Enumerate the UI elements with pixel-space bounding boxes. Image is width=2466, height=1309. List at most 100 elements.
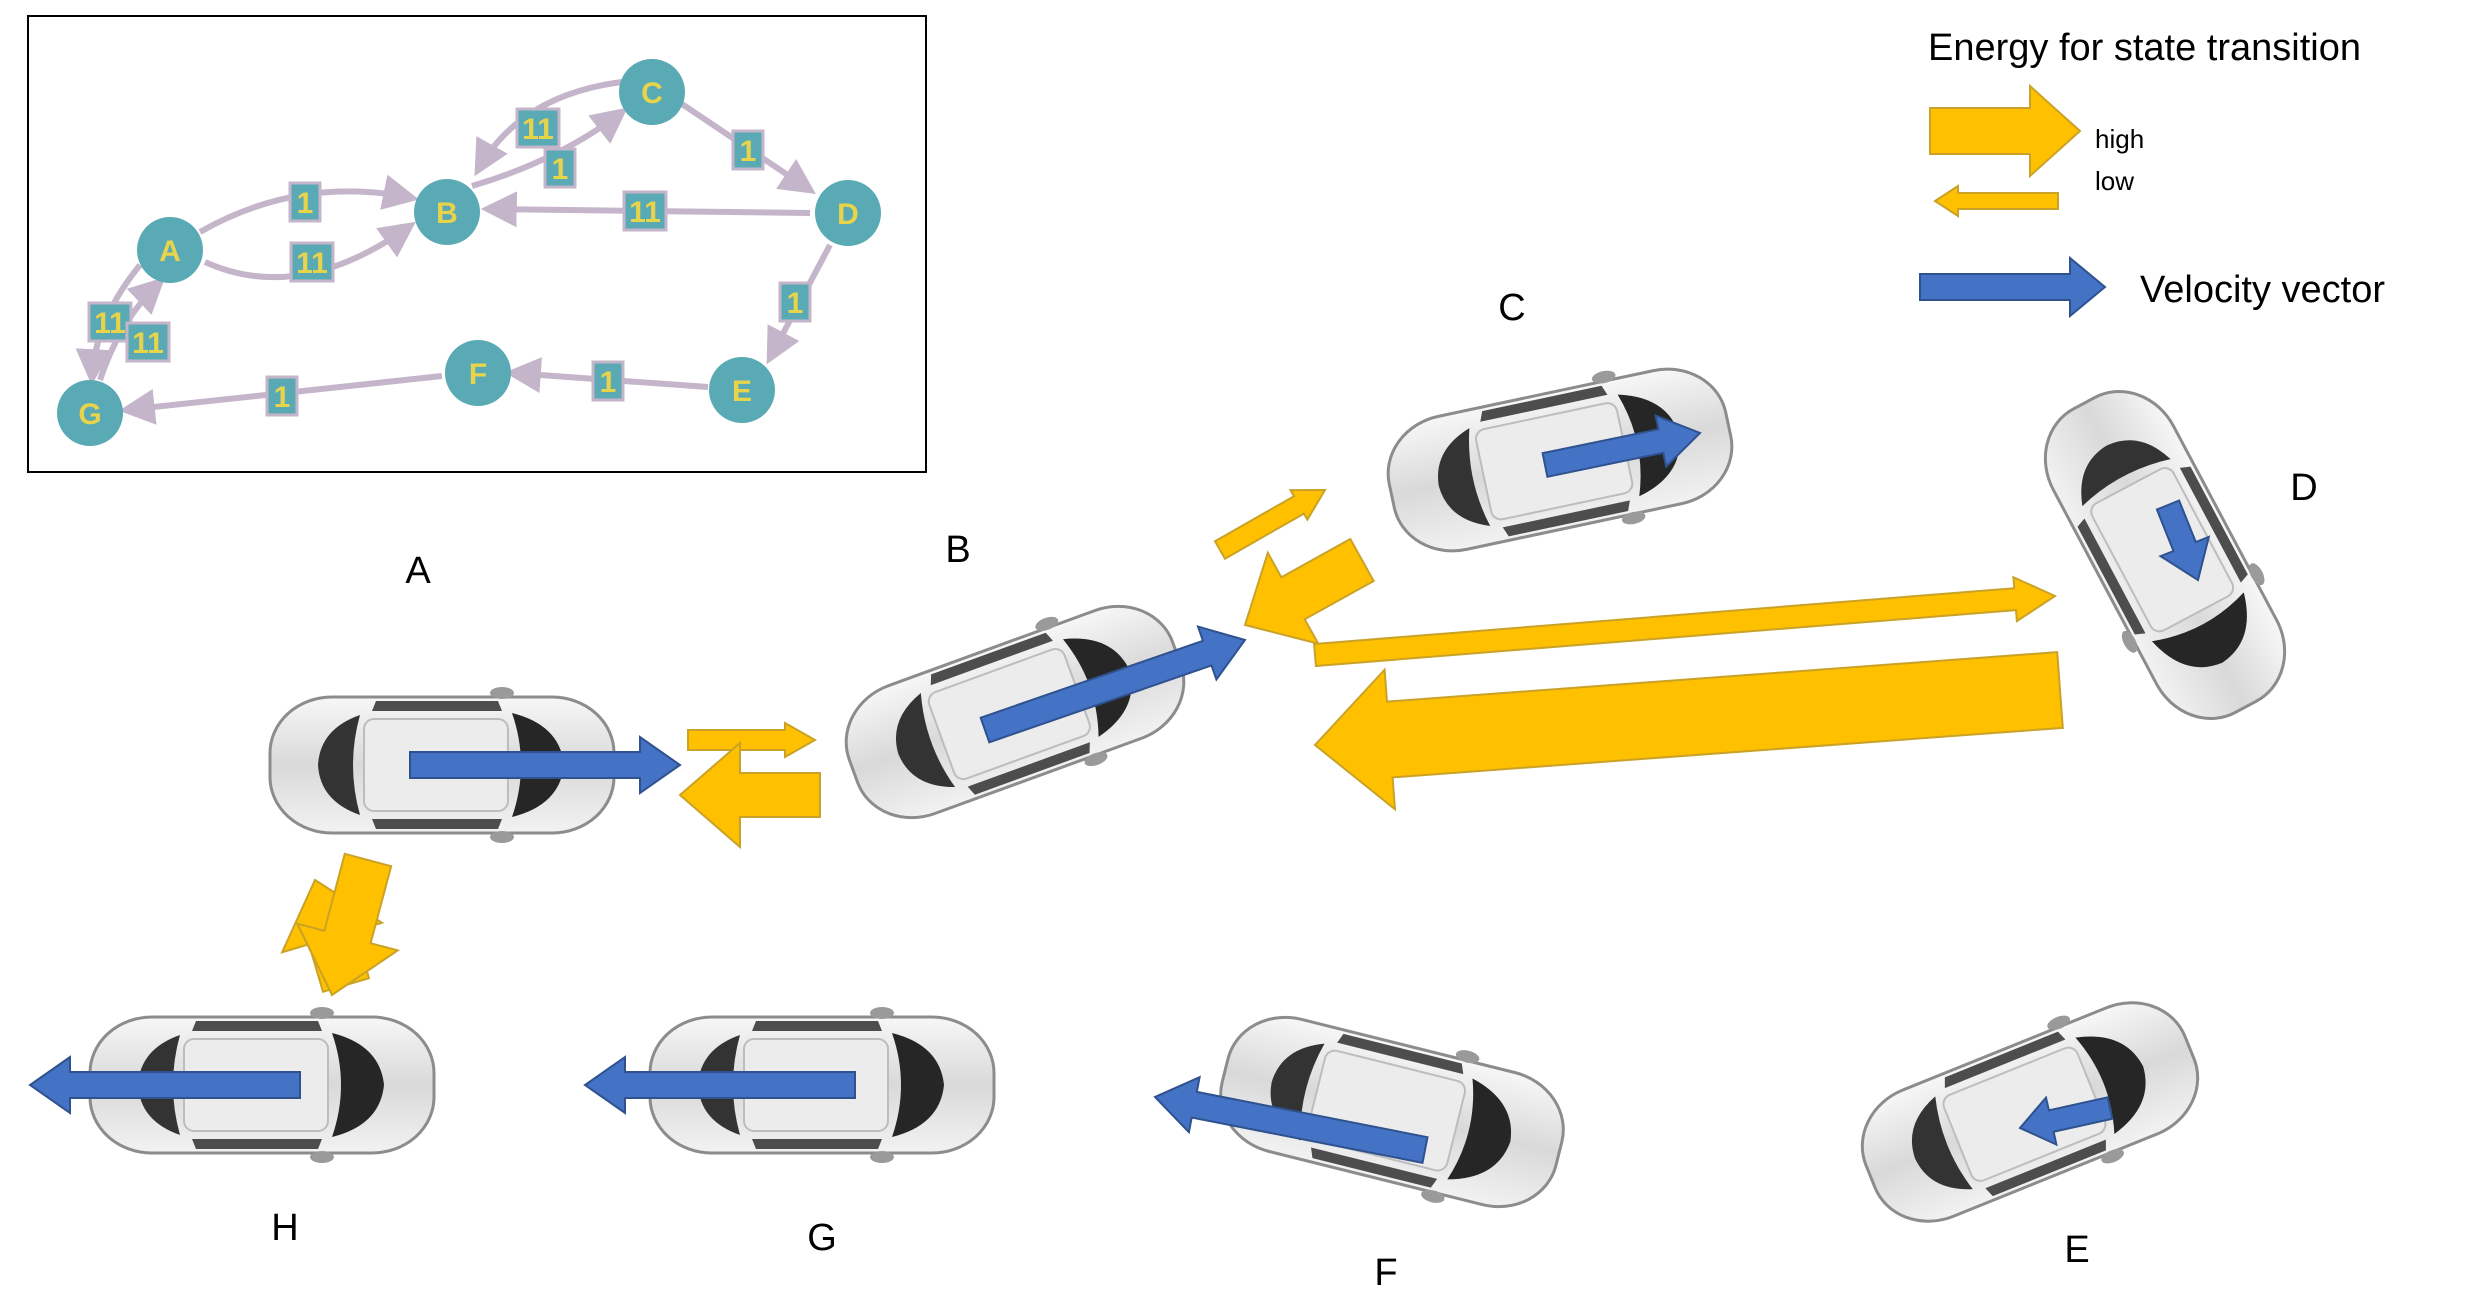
velocity-vector-a: [409, 735, 682, 795]
edge-weight-badge: 1: [591, 360, 625, 402]
car-side-window: [1311, 1147, 1438, 1188]
velocity-vector-c: [1541, 413, 1702, 478]
car-side-window: [1480, 385, 1608, 422]
car-rear-window: [318, 715, 360, 815]
graph-node-label: B: [436, 197, 458, 230]
legend-low-label: low: [2095, 166, 2134, 196]
graph-node-f: F: [445, 340, 511, 406]
velocity-vector-e: [2018, 1095, 2114, 1147]
edge-weight-badge: 1: [731, 129, 765, 171]
car-windshield: [2151, 592, 2247, 668]
graph-node-b: B: [414, 179, 480, 245]
car-mirror: [2121, 630, 2138, 653]
car-label-h: H: [271, 1207, 298, 1249]
graph-node-label: F: [469, 358, 487, 391]
car-mirror: [1035, 616, 1059, 631]
legend: Energy for state transition high low Vel…: [1919, 27, 2385, 319]
graph-node-label: C: [641, 77, 663, 110]
car-windshield: [1447, 1078, 1512, 1180]
energy-arrow-a-to-b-icon: [687, 721, 818, 759]
velocity-vector-g: [583, 1055, 856, 1115]
velocity-arrow-icon: [979, 625, 1247, 744]
legend-high-energy-arrow-icon: [1929, 83, 2082, 179]
car-label-c: C: [1498, 287, 1525, 329]
legend-high-label: high: [2095, 124, 2144, 154]
car-mirror: [490, 687, 514, 699]
velocity-arrow-icon: [1541, 413, 1702, 478]
energy-arrow-c-to-b-icon: [1243, 537, 1376, 646]
edge-weight-label: 1: [552, 153, 569, 186]
graph-node-e: E: [709, 357, 775, 423]
car-labels: A B C D E F G H: [271, 287, 2317, 1294]
car-windshield: [2075, 1036, 2146, 1134]
graph-node-label: A: [159, 235, 181, 268]
car-side-window: [930, 632, 1053, 686]
car-rear-window: [1437, 428, 1491, 526]
energy-arrow-b-to-c-icon: [1213, 488, 1327, 561]
edge-weight-badge: 11: [289, 241, 335, 283]
graph-node-label: D: [837, 198, 859, 231]
energy-arrow-d-to-b-icon: [1313, 651, 2064, 812]
edge-weight-label: 11: [296, 247, 328, 280]
edge-weight-badge: 11: [515, 107, 561, 149]
car-side-window: [967, 742, 1090, 795]
car-side-window: [752, 1139, 882, 1149]
edge-weight-label: 1: [787, 287, 804, 320]
energy-arrow-b-to-d-icon: [1313, 575, 2058, 668]
car-side-window: [752, 1021, 882, 1031]
car-mirror: [2047, 1015, 2071, 1030]
graph-nodes: A B C D E F G: [57, 59, 881, 446]
edge-weight-badge: 1: [778, 281, 812, 323]
edge-weight-badge: 1: [543, 147, 577, 189]
velocity-vector-b: [979, 625, 1247, 744]
edge-weight-label: 1: [740, 135, 757, 168]
car-side-window: [1337, 1033, 1464, 1075]
car-side-window: [1502, 500, 1630, 537]
edge-weight-badge: 11: [87, 301, 133, 343]
energy-arrow-b-to-a-icon: [678, 740, 821, 850]
car-mirror: [1621, 511, 1646, 525]
car-mirror: [2101, 1149, 2124, 1164]
graph-node-d: D: [815, 180, 881, 246]
edge-weight-label: 11: [629, 196, 661, 229]
velocity-arrow-icon: [2018, 1095, 2114, 1147]
car-mirror: [310, 1151, 334, 1163]
car-mirror: [870, 1151, 894, 1163]
car-side-window: [2077, 518, 2146, 635]
car-label-f: F: [1374, 1252, 1397, 1294]
car-side-window: [372, 701, 502, 711]
car-rear-window: [2081, 440, 2171, 507]
car-label-d: D: [2290, 467, 2317, 509]
car-side-window: [2179, 466, 2248, 583]
edge-weight-label: 11: [132, 327, 164, 360]
car-mirror: [1455, 1050, 1480, 1064]
car-label-e: E: [2064, 1229, 2089, 1271]
car-mirror: [1591, 370, 1616, 384]
legend-velocity-arrow-icon: [1919, 255, 2107, 319]
car-label-a: A: [405, 550, 431, 592]
graph-node-g: G: [57, 380, 123, 446]
velocity-vector-f: [1153, 1075, 1429, 1164]
velocity-vector-d: [2155, 499, 2211, 582]
car-rear-window: [895, 693, 956, 788]
car-label-g: G: [807, 1217, 837, 1259]
car-roof: [2090, 467, 2235, 633]
velocity-vector-h: [28, 1055, 301, 1115]
energy-arrows: [280, 488, 2064, 997]
velocity-arrow-icon: [1153, 1075, 1429, 1164]
car-mirror: [2249, 563, 2265, 586]
edge-weight-label: 1: [600, 366, 617, 399]
velocity-arrow-icon: [583, 1055, 856, 1115]
edge-weight-label: 1: [274, 381, 291, 414]
edge-weight-badge: 11: [622, 190, 668, 232]
car-windshield: [332, 1033, 384, 1137]
edge-weight-label: 11: [94, 307, 126, 340]
cars: [28, 367, 2287, 1223]
edge-weight-badge: 11: [125, 321, 171, 363]
velocity-arrow-icon: [2155, 499, 2211, 582]
car-mirror: [310, 1007, 334, 1019]
car-mirror: [870, 1007, 894, 1019]
edge-weight-label: 1: [297, 187, 314, 220]
